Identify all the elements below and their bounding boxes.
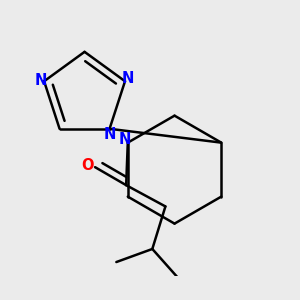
Text: N: N xyxy=(104,127,116,142)
Text: O: O xyxy=(82,158,94,173)
Text: N: N xyxy=(122,71,134,86)
Text: N: N xyxy=(119,132,131,147)
Text: N: N xyxy=(35,73,47,88)
